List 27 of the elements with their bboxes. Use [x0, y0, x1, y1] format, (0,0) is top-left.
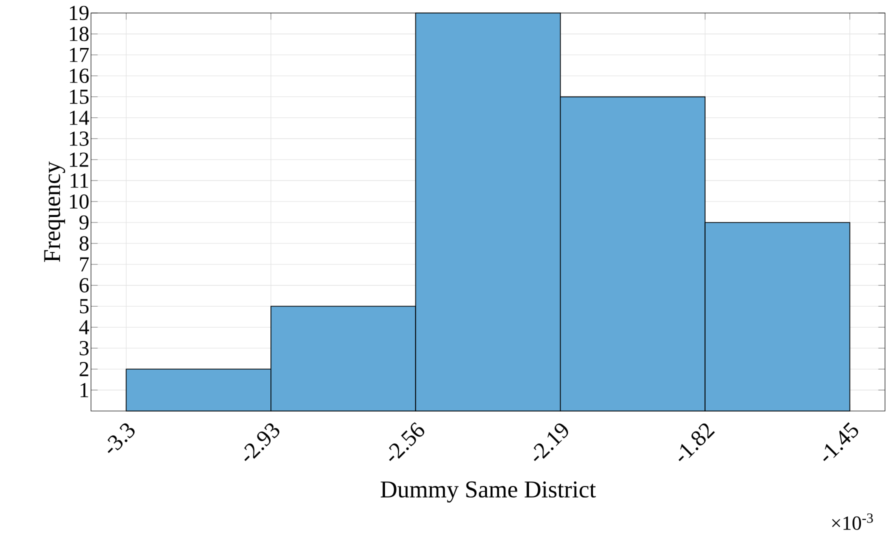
y-tick-label: 14 — [70, 110, 90, 125]
y-tick-label: 7 — [80, 257, 89, 272]
y-tick-label: 4 — [79, 320, 90, 334]
y-tick-label: 19 — [70, 6, 89, 20]
y-tick-label: 8 — [80, 236, 89, 251]
y-tick-label: 12 — [70, 152, 88, 167]
x-axis-title: Dummy Same District — [380, 481, 596, 503]
y-tick-label: 18 — [70, 26, 89, 42]
x-tick-label: -1.45 — [823, 422, 858, 462]
x-tick-label: -2.93 — [244, 423, 280, 462]
text: ×10$^{-3}$ — [832, 513, 873, 530]
y-tick-label: 16 — [70, 68, 89, 84]
x-tick-label: -1.82 — [678, 424, 715, 462]
y-tick-label: 10 — [70, 194, 89, 209]
y-tick-label: 1 — [80, 383, 88, 398]
y-tick-label: 9 — [79, 215, 89, 230]
y-tick-label: 2 — [80, 362, 88, 376]
x-tick-label: -2.19 — [534, 423, 568, 462]
x-tick-label: -3.3 — [108, 423, 135, 454]
y-tick-label: 6 — [80, 278, 89, 292]
y-tick-label: 5 — [80, 299, 89, 314]
y-tick-label: 13 — [70, 132, 89, 146]
y-axis-title: Frequency — [44, 161, 66, 262]
y-tick-label: 3 — [80, 341, 89, 356]
y-tick-label: 17 — [70, 48, 89, 62]
y-tick-label: 11 — [70, 174, 88, 188]
y-tick-label: 15 — [70, 90, 89, 104]
